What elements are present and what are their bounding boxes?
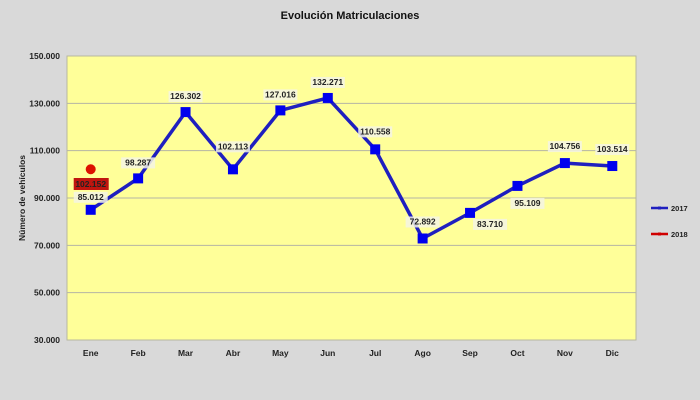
data-marker xyxy=(512,180,523,191)
data-marker xyxy=(465,207,476,218)
x-tick-label: Feb xyxy=(131,348,146,358)
data-label-bg xyxy=(215,141,250,153)
data-label-bg-2018 xyxy=(73,178,109,190)
data-marker xyxy=(370,144,381,155)
data-marker xyxy=(85,204,96,215)
x-tick-label: Sep xyxy=(462,348,478,358)
data-marker xyxy=(322,92,333,103)
data-marker xyxy=(417,233,428,244)
y-tick-label: 70.000 xyxy=(34,240,60,250)
data-label: 72.892 xyxy=(410,216,436,226)
x-tick-label: Nov xyxy=(557,348,573,358)
data-label-bg xyxy=(358,126,393,138)
data-label-bg xyxy=(510,197,545,209)
x-tick-label: Dic xyxy=(606,348,620,358)
data-label: 83.710 xyxy=(477,219,503,229)
data-label-bg xyxy=(547,141,582,153)
legend-label: 2018 xyxy=(671,230,688,239)
data-marker-2018 xyxy=(85,164,96,175)
x-tick-label: Ene xyxy=(83,348,99,358)
data-label-bg xyxy=(310,76,345,88)
x-tick-label: Oct xyxy=(510,348,524,358)
x-tick-label: Ago xyxy=(414,348,431,358)
x-tick-label: Abr xyxy=(226,348,241,358)
data-label: 85.012 xyxy=(78,192,104,202)
data-label-bg xyxy=(263,89,298,101)
data-label: 98.287 xyxy=(125,157,151,167)
data-label: 103.514 xyxy=(597,144,628,154)
data-label: 132.271 xyxy=(312,77,343,87)
data-label-bg xyxy=(121,157,156,169)
series-line-2017 xyxy=(89,96,613,241)
data-marker xyxy=(607,161,618,172)
data-label: 110.558 xyxy=(360,126,391,136)
data-label: 95.109 xyxy=(514,198,540,208)
data-label-bg xyxy=(405,216,440,228)
y-tick-label: 90.000 xyxy=(34,193,60,203)
data-label-bg xyxy=(595,144,630,156)
data-label-bg xyxy=(168,91,203,103)
data-marker xyxy=(227,164,238,175)
data-label-2018: 102.152 xyxy=(75,179,106,189)
legend-marker xyxy=(658,206,661,210)
data-marker xyxy=(180,107,191,118)
legend-label: 2017 xyxy=(671,204,688,213)
x-tick-label: Mar xyxy=(178,348,194,358)
x-tick-label: Jul xyxy=(369,348,381,358)
x-tick-label: May xyxy=(272,348,289,358)
chart-title: Evolución Matriculaciones xyxy=(280,10,420,22)
data-label: 126.302 xyxy=(170,91,201,101)
data-label: 127.016 xyxy=(265,89,296,99)
y-tick-label: 30.000 xyxy=(34,335,60,345)
data-label-bg xyxy=(473,218,508,230)
y-tick-label: 130.000 xyxy=(29,98,60,108)
y-tick-label: 50.000 xyxy=(34,288,60,298)
data-marker xyxy=(133,173,144,184)
legend-marker xyxy=(658,232,661,236)
y-tick-label: 150.000 xyxy=(29,51,60,61)
y-tick-label: 110.000 xyxy=(30,146,61,156)
data-label: 104.756 xyxy=(550,141,581,151)
data-label-bg xyxy=(73,191,108,203)
y-axis-label: Número de vehículos xyxy=(17,155,27,241)
x-tick-label: Jun xyxy=(320,348,335,358)
data-marker xyxy=(275,105,286,116)
data-marker xyxy=(559,158,570,169)
data-label: 102.113 xyxy=(218,141,249,151)
